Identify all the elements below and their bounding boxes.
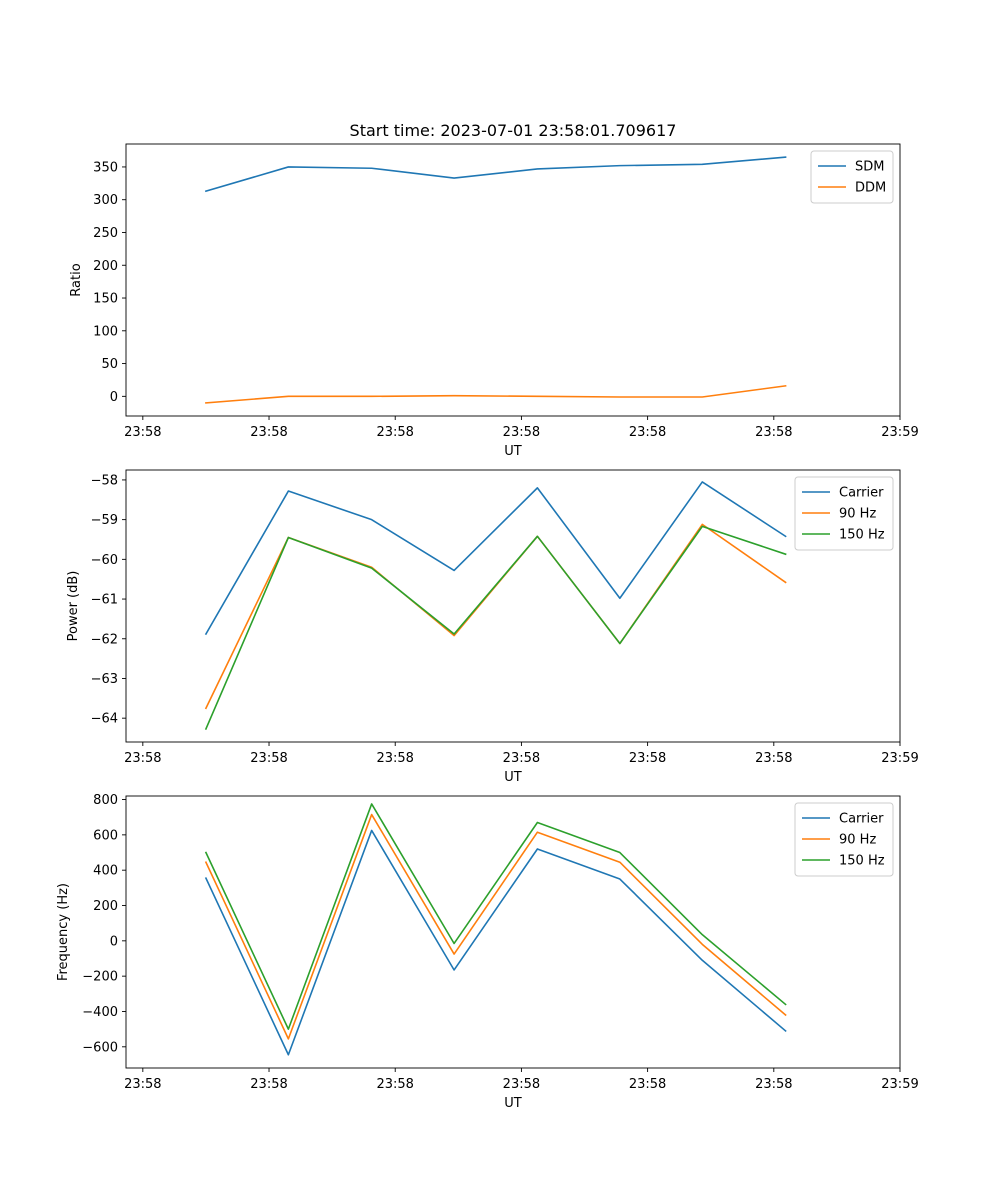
y-tick-label: −400 bbox=[82, 1005, 118, 1020]
legend-label: 150 Hz bbox=[839, 528, 885, 543]
y-tick-label: −59 bbox=[91, 513, 118, 528]
axes-frame bbox=[125, 143, 901, 417]
y-tick-label: −63 bbox=[91, 672, 118, 687]
y-tick-label: −600 bbox=[82, 1040, 118, 1055]
x-tick-label: 23:58 bbox=[250, 751, 287, 766]
x-tick-label: 23:59 bbox=[881, 751, 918, 766]
x-axis-label: UT bbox=[504, 444, 522, 459]
legend: SDM DDM bbox=[810, 150, 894, 204]
y-tick-label: 50 bbox=[101, 357, 118, 372]
series-group bbox=[204, 156, 787, 404]
y-tick-label: −64 bbox=[91, 712, 118, 727]
x-axis-label: UT bbox=[504, 770, 522, 785]
y-tick-label: 0 bbox=[110, 934, 118, 949]
x-tick-label: 23:58 bbox=[629, 425, 666, 440]
y-tick-label: 200 bbox=[93, 899, 118, 914]
y-tick-label: 800 bbox=[93, 793, 118, 808]
x-tick-label: 23:58 bbox=[124, 425, 161, 440]
y-tick-label: 250 bbox=[93, 226, 118, 241]
legend-label: DDM bbox=[855, 181, 886, 196]
y-tick-label: 0 bbox=[110, 390, 118, 405]
series-group bbox=[204, 481, 787, 730]
y-axis-label: Power (dB) bbox=[66, 571, 81, 642]
y-tick-label: 400 bbox=[93, 864, 118, 879]
x-axis-label: UT bbox=[504, 1096, 522, 1111]
y-tick-label: 600 bbox=[93, 828, 118, 843]
y-tick-label: 100 bbox=[93, 324, 118, 339]
legend-box bbox=[810, 150, 894, 204]
x-tick-label: 23:58 bbox=[503, 751, 540, 766]
x-tick-label: 23:58 bbox=[755, 425, 792, 440]
x-tick-label: 23:58 bbox=[250, 1077, 287, 1092]
series-line-150-hz bbox=[204, 525, 787, 730]
x-tick-label: 23:58 bbox=[755, 1077, 792, 1092]
axes-frame bbox=[125, 469, 901, 743]
x-tick-label: 23:58 bbox=[755, 751, 792, 766]
series-line-sdm bbox=[204, 156, 787, 193]
y-tick-label: −62 bbox=[91, 632, 118, 647]
series-line-carrier bbox=[204, 829, 787, 1056]
y-tick-label: −61 bbox=[91, 593, 118, 608]
panel-0: 23:58 23:58 23:58 23:58 23:58 23:58 23:59 0 50 10… bbox=[69, 143, 919, 459]
legend: Carrier 90 Hz 150 Hz bbox=[794, 476, 894, 551]
y-tick-label: −60 bbox=[91, 553, 118, 568]
x-tick-label: 23:58 bbox=[503, 425, 540, 440]
y-tick-label: −200 bbox=[82, 970, 118, 985]
legend-label: 150 Hz bbox=[839, 854, 885, 869]
y-axis-label: Frequency (Hz) bbox=[56, 883, 71, 981]
x-tick-label: 23:58 bbox=[629, 751, 666, 766]
y-tick-label: 150 bbox=[93, 292, 118, 307]
x-tick-label: 23:59 bbox=[881, 1077, 918, 1092]
x-tick-label: 23:58 bbox=[629, 1077, 666, 1092]
y-tick-label: 350 bbox=[93, 160, 118, 175]
series-line-90-hz bbox=[204, 813, 787, 1040]
series-group bbox=[204, 803, 787, 1056]
legend-label: 90 Hz bbox=[839, 833, 876, 848]
y-tick-label: −58 bbox=[91, 473, 118, 488]
x-tick-label: 23:58 bbox=[376, 751, 413, 766]
y-tick-label: 300 bbox=[93, 193, 118, 208]
x-tick-label: 23:58 bbox=[376, 425, 413, 440]
legend-label: SDM bbox=[855, 160, 884, 175]
x-tick-label: 23:58 bbox=[376, 1077, 413, 1092]
series-line-150-hz bbox=[204, 803, 787, 1030]
legend-box bbox=[794, 476, 894, 551]
y-axis-label: Ratio bbox=[69, 263, 84, 296]
panel-2: 23:58 23:58 23:58 23:58 23:58 23:58 23:59 −600 −… bbox=[56, 793, 919, 1111]
legend-label: Carrier bbox=[839, 486, 884, 501]
legend-label: Carrier bbox=[839, 812, 884, 827]
x-tick-label: 23:59 bbox=[881, 425, 918, 440]
panel-1: 23:58 23:58 23:58 23:58 23:58 23:58 23:59 −64 −6… bbox=[66, 469, 919, 785]
legend-label: 90 Hz bbox=[839, 507, 876, 522]
x-tick-label: 23:58 bbox=[503, 1077, 540, 1092]
panels: 23:58 23:58 23:58 23:58 23:58 23:58 23:59 0 50 10… bbox=[56, 143, 919, 1111]
legend: Carrier 90 Hz 150 Hz bbox=[794, 802, 894, 877]
series-line-carrier bbox=[204, 481, 787, 636]
x-tick-label: 23:58 bbox=[124, 751, 161, 766]
x-tick-label: 23:58 bbox=[250, 425, 287, 440]
x-tick-label: 23:58 bbox=[124, 1077, 161, 1092]
chart-title: Start time: 2023-07-01 23:58:01.709617 bbox=[350, 121, 677, 140]
axes-frame bbox=[125, 795, 901, 1069]
legend-box bbox=[794, 802, 894, 877]
y-tick-label: 200 bbox=[93, 259, 118, 274]
series-line-ddm bbox=[205, 384, 787, 404]
